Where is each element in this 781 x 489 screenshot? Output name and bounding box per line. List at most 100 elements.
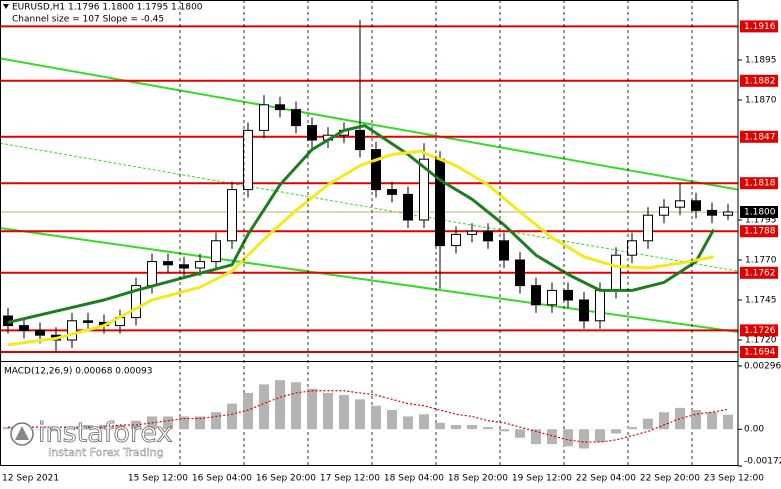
histogram-bar [611,429,621,434]
histogram-bar [643,418,653,430]
chart-title: EURUSD,H1 1.1796 1.1800 1.1795 1.1800 [12,3,203,13]
candle-body [515,259,525,287]
candle-body [259,104,269,131]
candle-body [419,158,429,221]
histogram-bar [579,429,589,449]
level-label: 1.1788 [744,227,776,237]
candle-body [467,230,477,235]
candle-body [723,211,733,216]
level-label-box [740,346,778,358]
candle-body [483,230,493,242]
signal-line [8,390,729,443]
candle-body [627,240,637,256]
trend-line [0,227,739,333]
x-tick-label: 16 Sep 04:00 [192,474,252,484]
histogram-bar [451,424,461,430]
candle-body [435,158,445,247]
candle-body [67,320,77,341]
histogram-bar [531,429,541,445]
candle-body [579,299,589,322]
histogram-bar [211,412,221,430]
y-tick-label: 1.1895 [745,56,777,66]
histogram-bar [35,429,45,430]
candle-body [403,193,413,221]
candle-body [451,233,461,247]
histogram-bar [115,424,125,430]
candle-body [611,254,621,291]
histogram-bar [67,427,77,430]
level-label-box [740,74,778,87]
histogram-bar [163,416,173,430]
candle-body [227,189,237,242]
level-label: 1.1694 [744,348,776,358]
level-label-box [740,225,778,238]
current-price-label: 1.1800 [744,208,776,218]
candle-body [531,285,541,306]
candle-body [659,206,669,216]
histogram-bar [499,429,509,432]
candle-body [371,149,381,191]
watermark-brand: instaforex [38,418,172,449]
y-tick-label: 1.1795 [745,216,777,226]
candle-body [147,261,157,287]
level-label: 1.1762 [744,268,776,278]
macd-title: MACD(12,26,9) 0.00068 0.00093 [4,367,153,377]
candle-body [387,189,397,195]
candle-body [83,320,93,323]
histogram-bar [403,416,413,430]
histogram-bar [259,384,269,430]
level-label: 1.1818 [744,179,776,189]
level-label-box [740,20,778,33]
histogram-bar [419,414,429,430]
histogram-bar [179,416,189,430]
x-tick-label: 12 Sep 2021 [2,474,59,484]
histogram-bar [659,412,669,430]
candle-body [707,209,717,216]
candle-body [19,325,29,331]
candle-body [211,240,221,263]
moving-average [7,124,715,324]
y-tick-label: 1.1745 [745,296,777,306]
candle-body [275,104,285,111]
candle-body [499,240,509,261]
level-label: 1.1916 [744,22,776,32]
menu-triangle [3,4,9,9]
x-tick-label: 15 Sep 12:00 [128,474,188,484]
moving-average [7,149,714,347]
histogram-bar [355,399,365,430]
histogram-bar [387,410,397,430]
histogram-bar [275,380,285,430]
candle-body [243,129,253,191]
x-tick-label: 18 Sep 20:00 [448,474,508,484]
histogram-bar [547,429,557,445]
histogram-bar [627,427,637,430]
x-tick-label: 22 Sep 04:00 [576,474,636,484]
level-label-box [740,324,778,337]
histogram-bar [707,412,717,430]
level-label: 1.1847 [744,132,776,142]
level-label: 1.1882 [744,76,776,86]
candle-body [595,289,605,322]
histogram-bar [467,424,477,430]
x-tick-label: 22 Sep 20:00 [640,474,700,484]
candle-body [179,264,189,269]
y-tick-label: 1.1870 [745,96,777,106]
y-tick-label: 1.1720 [745,336,777,346]
histogram-bar [339,395,349,430]
y-tick-label: 0.00296 [744,362,781,372]
histogram-bar [371,405,381,430]
candle-body [675,200,685,208]
y-tick-label: 0.00 [744,425,764,435]
candle-body [195,261,205,269]
histogram-bar [227,403,237,430]
watermark-tagline: Instant Forex Trading [48,446,164,459]
watermark-icon-mark [15,426,29,440]
candle-body [643,214,653,242]
histogram-bar [483,427,493,430]
histogram-bar [243,392,253,430]
histogram-bar [51,429,61,432]
frame [0,0,739,466]
histogram-bar [307,388,317,430]
